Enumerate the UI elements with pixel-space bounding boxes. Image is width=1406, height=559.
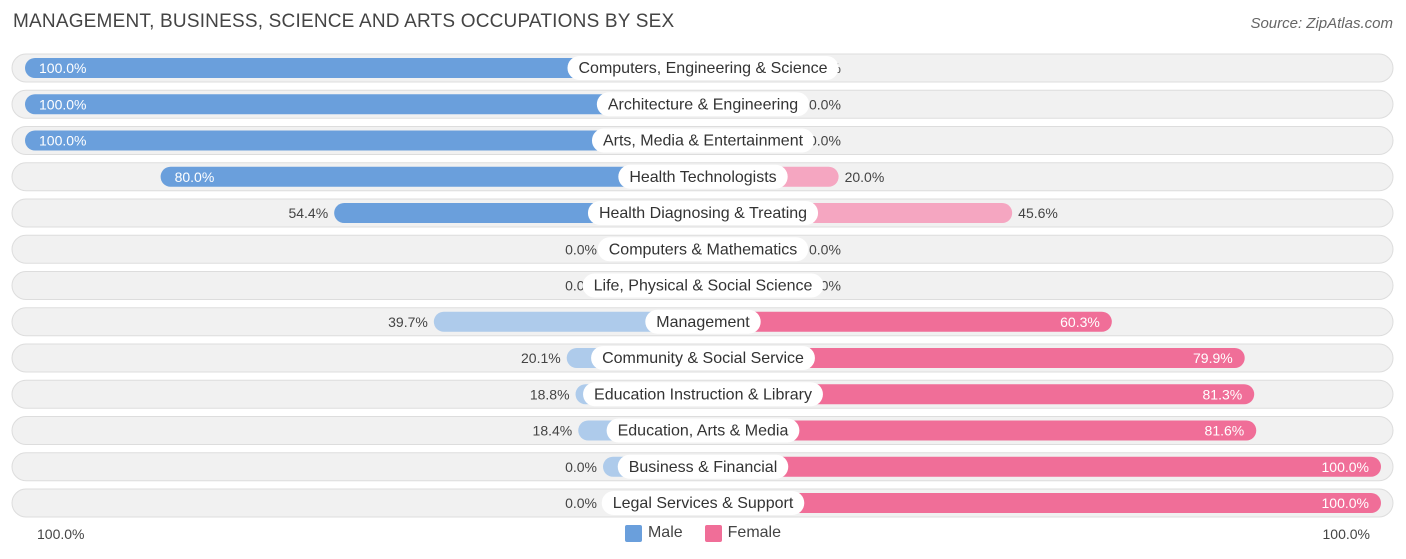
category-label: Education, Arts & Media	[618, 423, 789, 440]
category-label-background	[591, 128, 815, 153]
female-value-label: 79.9%	[1193, 350, 1233, 366]
category-label: Life, Physical & Social Science	[594, 278, 813, 295]
female-bar	[703, 311, 1112, 332]
category-label: Education Instruction & Library	[594, 386, 812, 403]
male-value-label: 54.4%	[288, 205, 328, 221]
category-label-background	[583, 382, 823, 407]
legend-swatch-female	[704, 524, 722, 542]
male-value-label: 100.0%	[39, 96, 86, 112]
female-value-label: 20.0%	[845, 169, 885, 185]
chart-source: Source: ZipAtlas.com	[1250, 15, 1393, 32]
category-label: Arts, Media & Entertainment	[603, 133, 804, 150]
legend-label-male: Male	[647, 524, 683, 541]
category-label-background	[601, 491, 805, 515]
axis-right-label: 100.0%	[1322, 526, 1370, 542]
male-bar	[160, 166, 704, 187]
male-value-label: 0.0%	[565, 495, 597, 511]
category-label-background	[618, 164, 788, 189]
legend-swatch-male	[624, 524, 642, 542]
female-value-label: 0.0%	[809, 241, 841, 257]
male-value-label: 18.8%	[530, 386, 570, 402]
male-value-label: 0.0%	[565, 241, 597, 257]
female-bar	[703, 384, 1255, 405]
category-label-background	[596, 92, 810, 117]
male-value-label: 100.0%	[39, 60, 86, 76]
male-value-label: 39.7%	[388, 314, 428, 330]
category-label: Architecture & Engineering	[608, 96, 798, 113]
female-bar	[703, 456, 1381, 477]
category-label: Computers & Mathematics	[609, 241, 798, 258]
category-label-background	[591, 346, 815, 370]
category-label-background	[582, 273, 824, 298]
category-label: Management	[656, 314, 750, 331]
male-bar	[25, 94, 703, 115]
legend-item-female[interactable]: Female	[704, 524, 782, 542]
category-label: Computers, Engineering & Science	[578, 60, 827, 77]
male-bar	[433, 311, 703, 332]
category-label-background	[606, 418, 800, 443]
female-bar	[703, 420, 1257, 441]
female-bar	[703, 493, 1381, 513]
diverging-bar-chart: 100.0% 0.0% Computers, Engineering & Scien…	[11, 53, 1394, 518]
female-value-label: 0.0%	[809, 96, 841, 112]
male-value-label: 18.4%	[533, 423, 573, 439]
female-bar	[703, 348, 1245, 368]
female-value-label: 81.6%	[1205, 423, 1245, 439]
male-value-label: 100.0%	[39, 133, 86, 149]
male-value-label: 0.0%	[565, 459, 597, 475]
category-label: Business & Financial	[629, 459, 778, 476]
male-value-label: 80.0%	[175, 169, 215, 185]
female-value-label: 81.3%	[1203, 386, 1243, 402]
category-label: Health Diagnosing & Treating	[599, 205, 807, 222]
category-label: Legal Services & Support	[613, 495, 794, 512]
category-label: Community & Social Service	[602, 350, 804, 367]
male-bar	[25, 58, 703, 78]
category-label: Health Technologists	[629, 169, 776, 186]
female-value-label: 100.0%	[1322, 459, 1369, 475]
legend: Male Female	[0, 524, 1406, 542]
female-value-label: 0.0%	[809, 133, 841, 149]
female-value-label: 60.3%	[1060, 314, 1100, 330]
legend-item-male[interactable]: Male	[624, 524, 683, 542]
axis-left-label: 100.0%	[37, 526, 85, 542]
category-label-background	[617, 454, 789, 479]
category-label-background	[645, 309, 761, 334]
female-value-label: 100.0%	[1322, 495, 1369, 511]
chart-title: MANAGEMENT, BUSINESS, SCIENCE AND ARTS O…	[13, 11, 675, 32]
legend-label-female: Female	[727, 524, 782, 541]
category-label-background	[587, 201, 819, 225]
female-value-label: 45.6%	[1018, 205, 1058, 221]
category-label-background	[567, 56, 839, 80]
male-value-label: 20.1%	[521, 350, 561, 366]
category-label-background	[597, 237, 809, 262]
male-bar	[25, 130, 703, 151]
